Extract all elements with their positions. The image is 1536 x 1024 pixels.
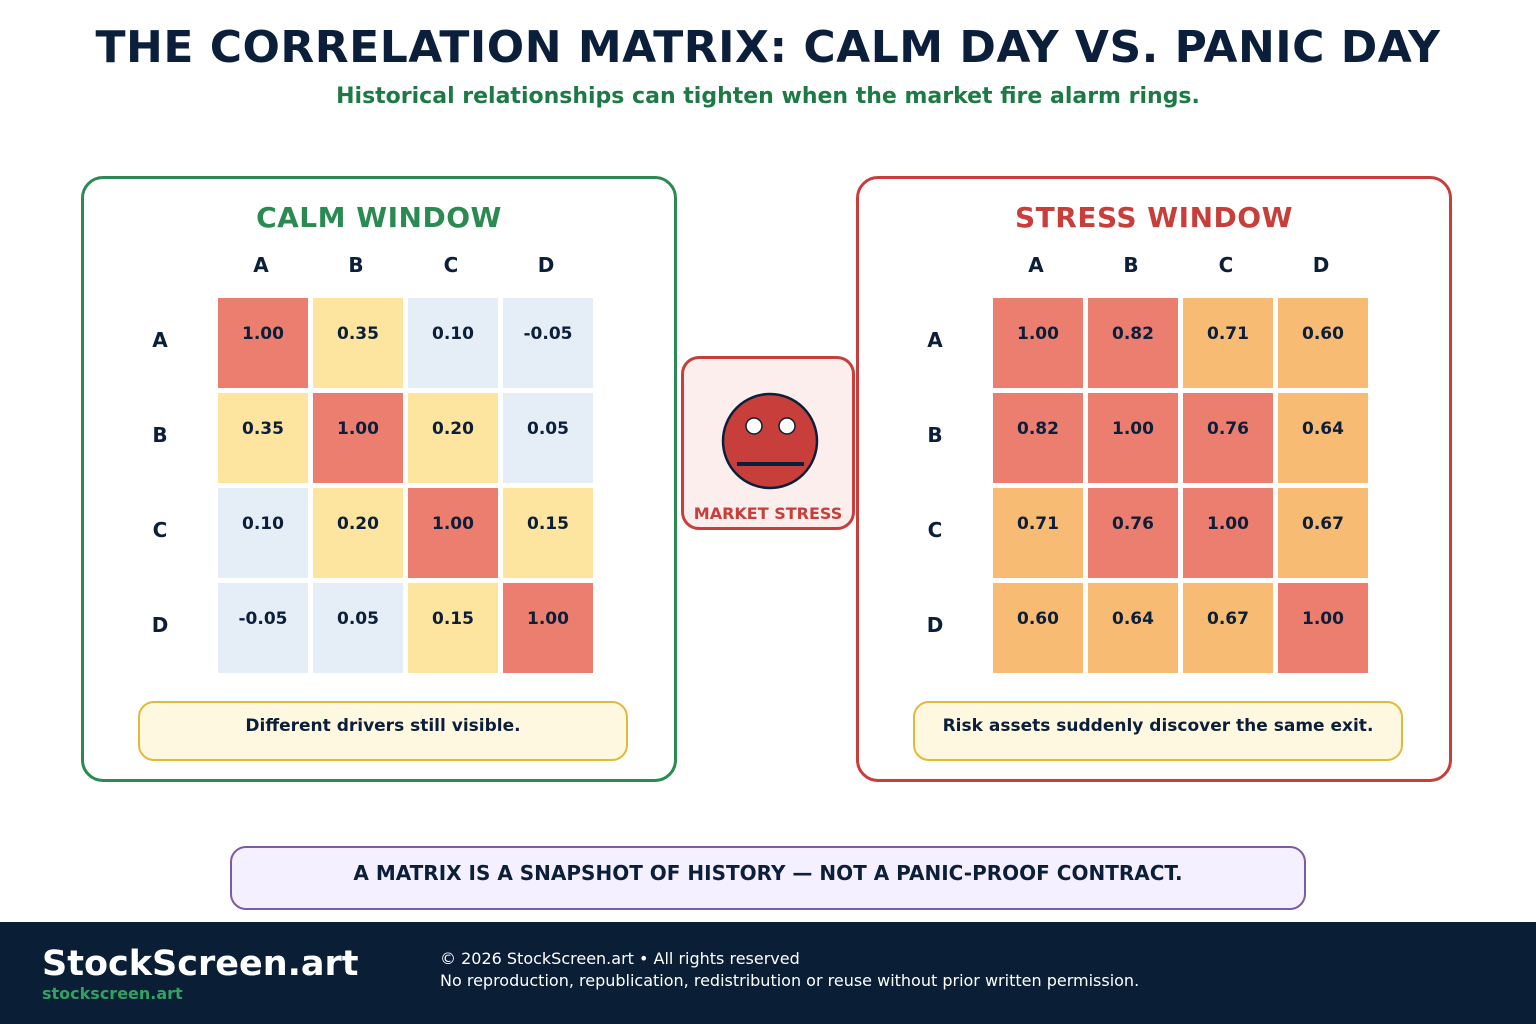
- calm-cell-b-c: 0.20: [408, 393, 498, 483]
- calm-cell-b-d: 0.05: [503, 393, 593, 483]
- stress-col-label-a: A: [1028, 253, 1044, 277]
- worried-face-icon: [721, 392, 819, 490]
- stress-cell-c-b: 0.76: [1088, 488, 1178, 578]
- calm-window-note: Different drivers still visible.: [138, 701, 628, 761]
- calm-cell-c-a: 0.10: [218, 488, 308, 578]
- stress-cell-c-d: 0.67: [1278, 488, 1368, 578]
- page-subtitle: Historical relationships can tighten whe…: [336, 84, 1200, 109]
- calm-row-label-b: B: [152, 423, 168, 447]
- calm-col-label-c: C: [443, 253, 459, 277]
- stress-cell-d-a: 0.60: [993, 583, 1083, 673]
- calm-col-label-b: B: [348, 253, 364, 277]
- calm-cell-c-d: 0.15: [503, 488, 593, 578]
- stress-cell-b-c: 0.76: [1183, 393, 1273, 483]
- calm-cell-d-c: 0.15: [408, 583, 498, 673]
- calm-cell-a-d: -0.05: [503, 298, 593, 388]
- stress-cell-b-d: 0.64: [1278, 393, 1368, 483]
- stress-cell-a-a: 1.00: [993, 298, 1083, 388]
- stress-row-label-c: C: [927, 518, 943, 542]
- calm-cell-d-a: -0.05: [218, 583, 308, 673]
- stress-cell-c-a: 0.71: [993, 488, 1083, 578]
- stress-cell-a-b: 0.82: [1088, 298, 1178, 388]
- page-title: THE CORRELATION MATRIX: CALM DAY VS. PAN…: [95, 22, 1441, 73]
- copyright-text: © 2026 StockScreen.art • All rights rese…: [440, 949, 800, 968]
- calm-cell-a-c: 0.10: [408, 298, 498, 388]
- stress-window-title: STRESS WINDOW: [1015, 201, 1293, 234]
- stress-window-panel: STRESS WINDOW Risk assets suddenly disco…: [856, 176, 1452, 782]
- calm-cell-c-c: 1.00: [408, 488, 498, 578]
- calm-cell-b-a: 0.35: [218, 393, 308, 483]
- stress-cell-d-c: 0.67: [1183, 583, 1273, 673]
- stress-col-label-b: B: [1123, 253, 1139, 277]
- calm-row-label-d: D: [151, 613, 169, 637]
- legal-text: © 2026 StockScreen.art • All rights rese…: [440, 948, 1139, 992]
- calm-col-label-a: A: [253, 253, 269, 277]
- stress-col-label-d: D: [1312, 253, 1330, 277]
- stress-cell-c-c: 1.00: [1183, 488, 1273, 578]
- market-stress-indicator: MARKET STRESS: [681, 356, 855, 530]
- calm-window-panel: CALM WINDOW Different drivers still visi…: [81, 176, 677, 782]
- calm-row-label-c: C: [152, 518, 168, 542]
- stress-cell-d-d: 1.00: [1278, 583, 1368, 673]
- stress-cell-a-c: 0.71: [1183, 298, 1273, 388]
- stress-row-label-d: D: [926, 613, 944, 637]
- stress-cell-b-b: 1.00: [1088, 393, 1178, 483]
- stress-row-label-a: A: [927, 328, 943, 352]
- calm-cell-a-b: 0.35: [313, 298, 403, 388]
- stress-cell-b-a: 0.82: [993, 393, 1083, 483]
- stress-cell-d-b: 0.64: [1088, 583, 1178, 673]
- calm-row-label-a: A: [152, 328, 168, 352]
- calm-cell-a-a: 1.00: [218, 298, 308, 388]
- stress-cell-a-d: 0.60: [1278, 298, 1368, 388]
- calm-cell-c-b: 0.20: [313, 488, 403, 578]
- permission-notice: No reproduction, republication, redistri…: [440, 971, 1140, 990]
- calm-window-title: CALM WINDOW: [256, 201, 502, 234]
- calm-cell-d-d: 1.00: [503, 583, 593, 673]
- brand-url: stockscreen.art: [42, 984, 183, 1003]
- footer: StockScreen.art stockscreen.art © 2026 S…: [0, 922, 1536, 1024]
- market-stress-label: MARKET STRESS: [693, 504, 843, 523]
- takeaway-banner: A MATRIX IS A SNAPSHOT OF HISTORY — NOT …: [230, 846, 1306, 910]
- stress-col-label-c: C: [1218, 253, 1234, 277]
- calm-col-label-d: D: [537, 253, 555, 277]
- calm-cell-d-b: 0.05: [313, 583, 403, 673]
- stress-row-label-b: B: [927, 423, 943, 447]
- brand-name: StockScreen.art: [42, 944, 359, 984]
- calm-cell-b-b: 1.00: [313, 393, 403, 483]
- stress-window-note: Risk assets suddenly discover the same e…: [913, 701, 1403, 761]
